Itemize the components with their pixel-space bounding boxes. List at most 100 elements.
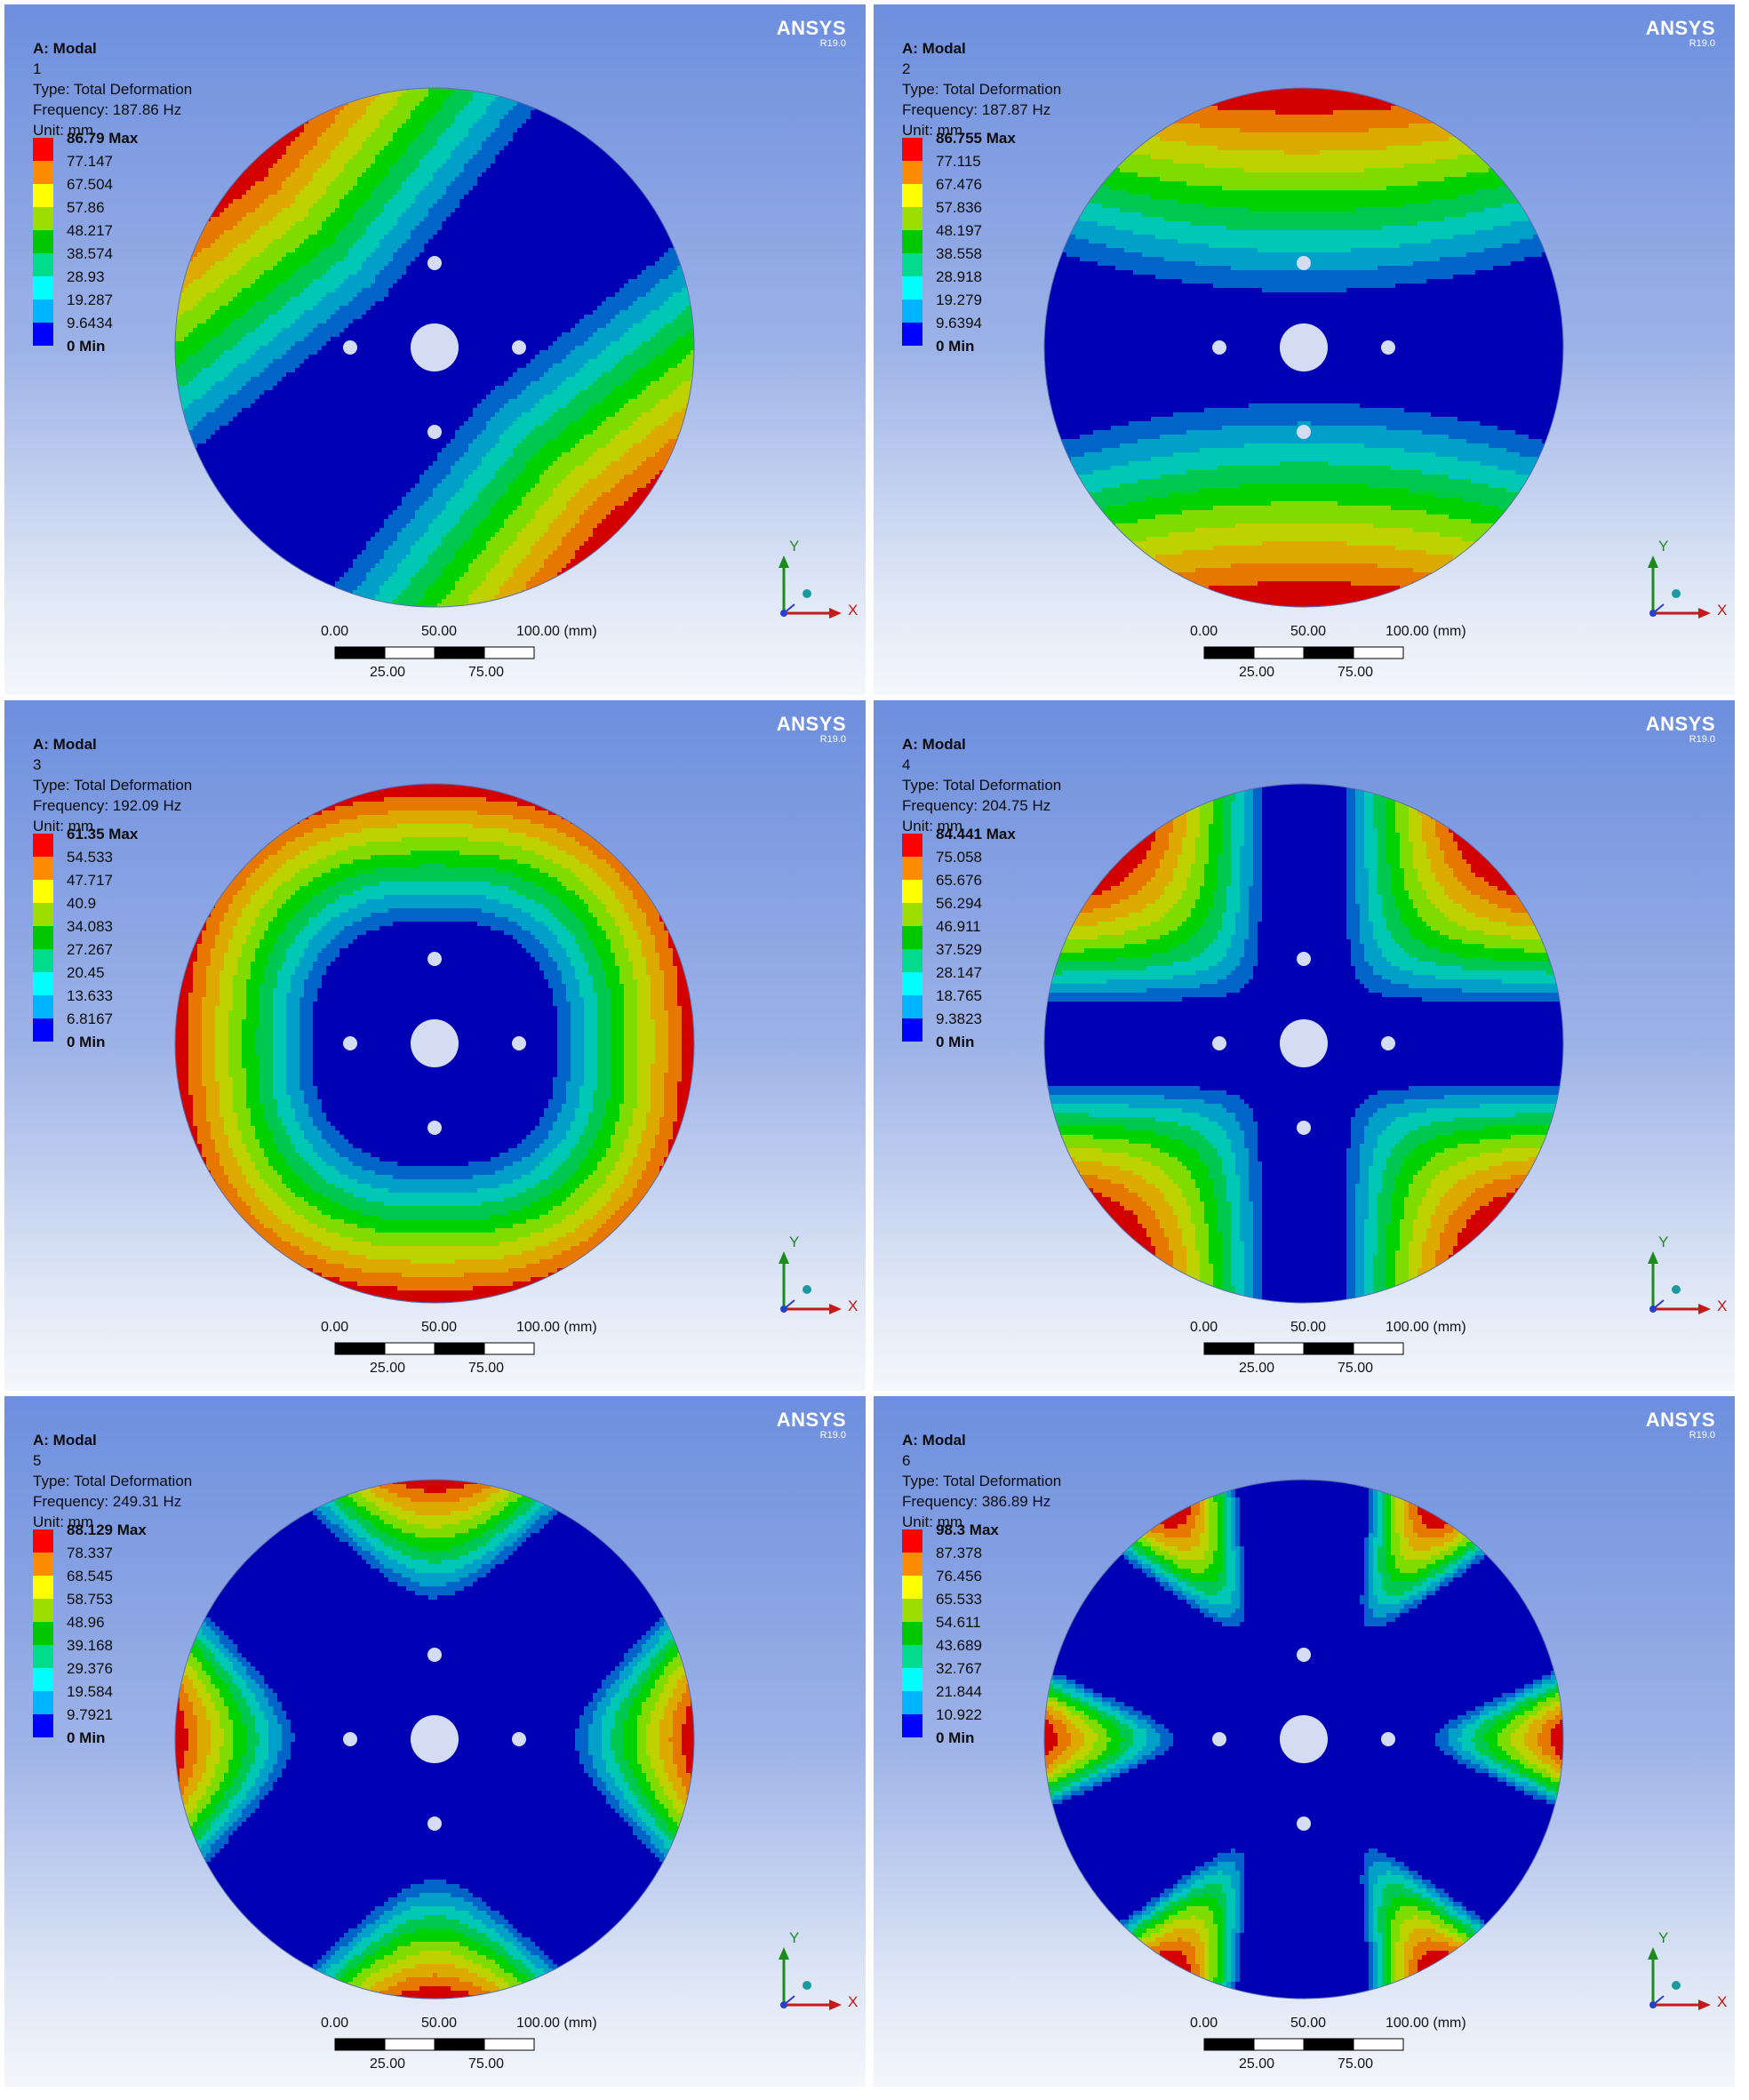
legend-value-label: 27.267 bbox=[67, 941, 113, 959]
triad-origin bbox=[780, 2001, 787, 2008]
mode-number: 2 bbox=[902, 59, 1061, 79]
legend-value-label: 77.115 bbox=[936, 153, 981, 171]
bolt-hole bbox=[1297, 952, 1311, 966]
legend-swatch bbox=[33, 323, 53, 346]
legend-swatch bbox=[33, 1576, 53, 1599]
frequency-label: Frequency: 249.31 Hz bbox=[33, 1491, 192, 1512]
ansys-logo: ANSYS R19.0 bbox=[1646, 1410, 1715, 1441]
legend-value-label: 57.86 bbox=[67, 199, 105, 217]
y-arrow-head bbox=[1648, 1251, 1658, 1264]
scale-label-50: 50.00 bbox=[421, 1320, 457, 1336]
legend-value-label: 19.279 bbox=[936, 291, 982, 309]
legend-swatch bbox=[33, 207, 53, 230]
axis-y-label: Y bbox=[1658, 1929, 1668, 1947]
scale-label-75: 75.00 bbox=[1338, 1361, 1373, 1377]
scale-bar-segment bbox=[1304, 2039, 1354, 2050]
axis-y-label: Y bbox=[789, 1234, 799, 1251]
legend-value-label: 28.93 bbox=[67, 268, 105, 286]
y-arrow-head bbox=[1648, 555, 1658, 568]
legend-min-label: 0 Min bbox=[67, 338, 105, 355]
legend-value-label: 39.168 bbox=[67, 1637, 113, 1655]
center-hole bbox=[1280, 323, 1328, 371]
legend-swatch bbox=[902, 299, 922, 323]
scale-bar-segment bbox=[335, 647, 385, 659]
result-panel-mode-6: ANSYS R19.0 A: Modal 6 Type: Total Deform… bbox=[874, 1396, 1735, 2087]
legend-value-label: 47.717 bbox=[67, 872, 113, 890]
analysis-title: A: Modal bbox=[33, 734, 192, 755]
scale-bar-segment bbox=[335, 1343, 385, 1354]
legend-value-label: 21.844 bbox=[936, 1683, 982, 1701]
legend-value-label: 48.197 bbox=[936, 222, 982, 240]
ansys-logo: ANSYS R19.0 bbox=[1646, 19, 1715, 49]
legend-value-label: 67.504 bbox=[67, 176, 113, 194]
center-hole bbox=[411, 1715, 459, 1763]
view-sphere-icon bbox=[803, 1285, 811, 1294]
triad-origin bbox=[1649, 610, 1657, 617]
x-arrow-head bbox=[829, 2000, 842, 2010]
scale-label-100: 100.00 (mm) bbox=[516, 624, 597, 640]
legend-value-label: 48.217 bbox=[67, 222, 113, 240]
legend-swatch bbox=[902, 1622, 922, 1645]
legend-swatch bbox=[33, 161, 53, 184]
result-type: Type: Total Deformation bbox=[33, 775, 192, 795]
scale-label-0: 0.00 bbox=[1190, 2016, 1218, 2032]
legend-max-label: 86.79 Max bbox=[67, 130, 138, 148]
mode-number: 3 bbox=[33, 755, 192, 775]
scale-bar bbox=[335, 1343, 534, 1354]
view-sphere-icon bbox=[1672, 589, 1681, 598]
legend-swatch bbox=[902, 926, 922, 949]
bolt-hole bbox=[343, 1732, 357, 1746]
axis-x-label: X bbox=[848, 602, 858, 619]
x-arrow-head bbox=[829, 608, 842, 619]
bolt-hole bbox=[1381, 1036, 1395, 1050]
result-panel-mode-5: ANSYS R19.0 A: Modal 5 Type: Total Deform… bbox=[4, 1396, 866, 2087]
y-arrow-head bbox=[779, 1251, 789, 1264]
bolt-hole bbox=[1297, 425, 1311, 439]
scale-label-75: 75.00 bbox=[468, 2056, 504, 2072]
analysis-title: A: Modal bbox=[33, 1430, 192, 1450]
result-type: Type: Total Deformation bbox=[33, 1471, 192, 1491]
legend-value-label: 75.058 bbox=[936, 849, 982, 866]
scale-label-50: 50.00 bbox=[1290, 624, 1326, 640]
legend-value-label: 38.558 bbox=[936, 245, 982, 263]
legend-value-label: 56.294 bbox=[936, 895, 982, 913]
legend-swatch bbox=[33, 1553, 53, 1576]
axis-y-label: Y bbox=[1658, 1234, 1668, 1251]
legend-value-label: 37.529 bbox=[936, 941, 982, 959]
scale-label-75: 75.00 bbox=[1338, 665, 1373, 681]
legend-swatch bbox=[902, 880, 922, 903]
scale-bar-segment bbox=[385, 2039, 435, 2050]
triad-origin bbox=[780, 1306, 787, 1313]
ansys-logo: ANSYS R19.0 bbox=[777, 19, 846, 49]
result-info: A: Modal 3 Type: Total Deformation Frequ… bbox=[33, 734, 192, 836]
scale-label-0: 0.00 bbox=[321, 624, 348, 640]
legend-min-label: 0 Min bbox=[67, 1729, 105, 1747]
legend-value-label: 9.6394 bbox=[936, 315, 982, 332]
axis-x-label: X bbox=[1717, 602, 1727, 619]
result-panel-mode-4: ANSYS R19.0 A: Modal 4 Type: Total Deform… bbox=[874, 700, 1735, 1391]
legend-swatch bbox=[33, 276, 53, 299]
x-arrow-head bbox=[829, 1304, 842, 1314]
scale-bar bbox=[1204, 1343, 1403, 1354]
center-hole bbox=[1280, 1715, 1328, 1763]
legend-swatch bbox=[902, 230, 922, 253]
legend-swatch bbox=[902, 1018, 922, 1042]
scale-bar bbox=[335, 2039, 534, 2050]
scale-bar-segment bbox=[1354, 647, 1403, 659]
axis-x-label: X bbox=[1717, 1993, 1727, 2011]
legend-swatch bbox=[902, 323, 922, 346]
axis-triad bbox=[779, 555, 842, 619]
legend-swatch bbox=[902, 1691, 922, 1714]
legend-value-label: 9.7921 bbox=[67, 1706, 113, 1724]
legend-value-label: 48.96 bbox=[67, 1614, 105, 1632]
legend-swatch bbox=[33, 1645, 53, 1668]
bolt-hole bbox=[427, 952, 442, 966]
scale-bar-segment bbox=[1354, 2039, 1403, 2050]
result-info: A: Modal 2 Type: Total Deformation Frequ… bbox=[902, 38, 1061, 140]
scale-label-75: 75.00 bbox=[468, 665, 504, 681]
x-arrow-head bbox=[1698, 1304, 1711, 1314]
scale-label-25: 25.00 bbox=[370, 665, 405, 681]
axis-triad bbox=[1648, 555, 1711, 619]
frequency-label: Frequency: 386.89 Hz bbox=[902, 1491, 1061, 1512]
legend-swatch bbox=[902, 207, 922, 230]
